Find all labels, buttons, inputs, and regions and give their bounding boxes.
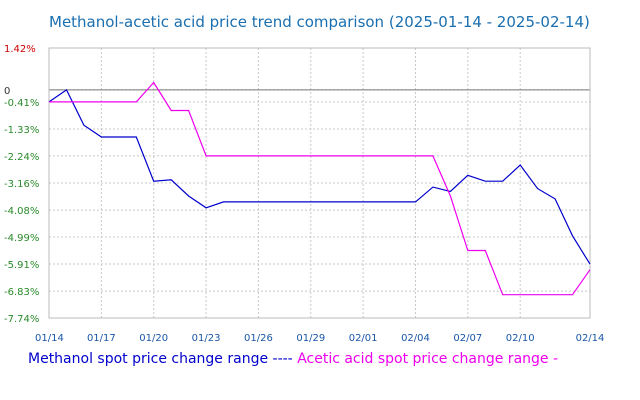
y-tick-label: -7.74% (4, 314, 39, 325)
plot-frame (48, 47, 591, 319)
x-tick-label: 01/23 (192, 333, 221, 344)
y-tick-label: -3.16% (4, 179, 39, 190)
y-tick-label: -1.33% (4, 125, 39, 136)
y-tick-label: -5.91% (4, 260, 39, 271)
x-tick-label: 02/01 (349, 333, 378, 344)
y-tick-label: 0 (4, 86, 10, 97)
x-tick-label: 01/14 (35, 333, 64, 344)
y-axis-ticks: 1.42% 0-0.41% -1.33% -2.24% -3.16% -4.08% -4.9… (4, 44, 39, 325)
chart-grid (48, 47, 591, 319)
x-tick-label: 02/10 (506, 333, 535, 344)
y-tick-label: -0.41% (4, 98, 39, 109)
x-tick-label: 02/04 (401, 333, 430, 344)
y-tick-label: -4.99% (4, 233, 39, 244)
x-tick-label: 02/07 (453, 333, 482, 344)
x-tick-label: 01/17 (87, 333, 116, 344)
y-tick-label: -6.83% (4, 287, 39, 298)
series-layer (48, 81, 591, 296)
legend-methanol: Methanol spot price change range ---- (28, 351, 297, 367)
y-tick-label: -2.24% (4, 152, 39, 163)
x-tick-label: 01/29 (296, 333, 325, 344)
y-tick-label: -4.08% (4, 206, 39, 217)
x-tick-label: 01/20 (139, 333, 168, 344)
acetic-acid-series-line (49, 81, 591, 296)
y-tick-label: 1.42% (4, 44, 36, 55)
x-tick-label: 02/14 (576, 333, 605, 344)
chart-title: Methanol-acetic acid price trend compari… (49, 13, 590, 31)
x-axis-ticks: 01/14 01/17 01/20 01/23 01/26 01/29 02/01 02/04… (35, 333, 604, 344)
legend: Methanol spot price change range ---- Ac… (28, 351, 558, 367)
x-tick-label: 01/26 (244, 333, 273, 344)
methanol-series-line (48, 89, 591, 265)
legend-acetic-acid: Acetic acid spot price change range - (297, 351, 558, 367)
